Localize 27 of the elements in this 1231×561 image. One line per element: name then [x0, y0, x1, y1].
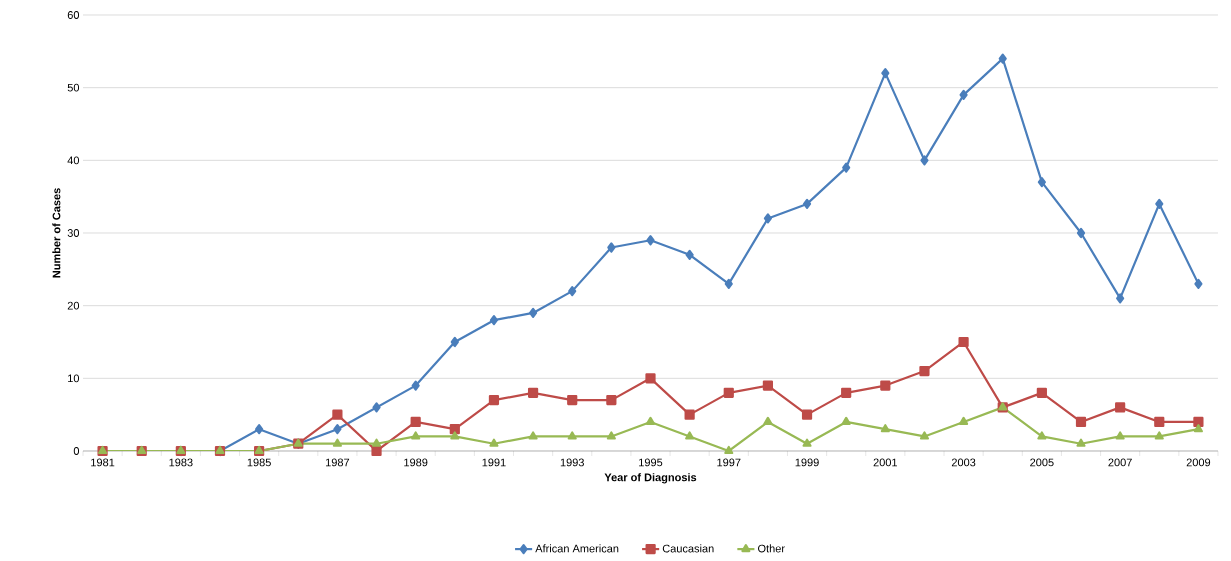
x-tick-label: 1997	[717, 458, 741, 467]
x-tick-label: 2009	[1186, 458, 1211, 467]
legend-label: Other	[758, 544, 785, 553]
x-tick-label: 2005	[1030, 458, 1054, 467]
x-axis-title: Year of Diagnosis	[604, 473, 697, 484]
x-tick-label: 1995	[639, 458, 663, 467]
x-tick-label: 2007	[1108, 458, 1132, 467]
x-tick-label: 1991	[482, 458, 506, 467]
x-tick-label: 1987	[326, 458, 350, 467]
x-tick-label: 1981	[91, 458, 115, 467]
x-tick-label: 2001	[873, 458, 898, 467]
x-tick-label: 1989	[404, 458, 428, 467]
legend-label: Caucasian	[662, 544, 714, 553]
y-tick-label: 60	[67, 11, 80, 19]
x-tick-label: 1993	[560, 458, 584, 467]
x-tick-label: 1983	[169, 458, 193, 467]
x-tick-label: 2003	[951, 458, 976, 467]
x-tick-label: 1999	[795, 458, 819, 467]
x-tick-label: 1985	[247, 458, 271, 467]
y-axis-title: Number of Cases	[52, 188, 61, 278]
y-tick-label: 10	[68, 374, 80, 383]
y-tick-label: 40	[67, 156, 80, 165]
y-tick-label: 30	[67, 229, 80, 237]
legend-label: African American	[535, 544, 619, 553]
y-tick-label: 20	[67, 301, 80, 310]
y-tick-label: 50	[67, 83, 80, 92]
y-tick-label: 0	[73, 447, 80, 455]
